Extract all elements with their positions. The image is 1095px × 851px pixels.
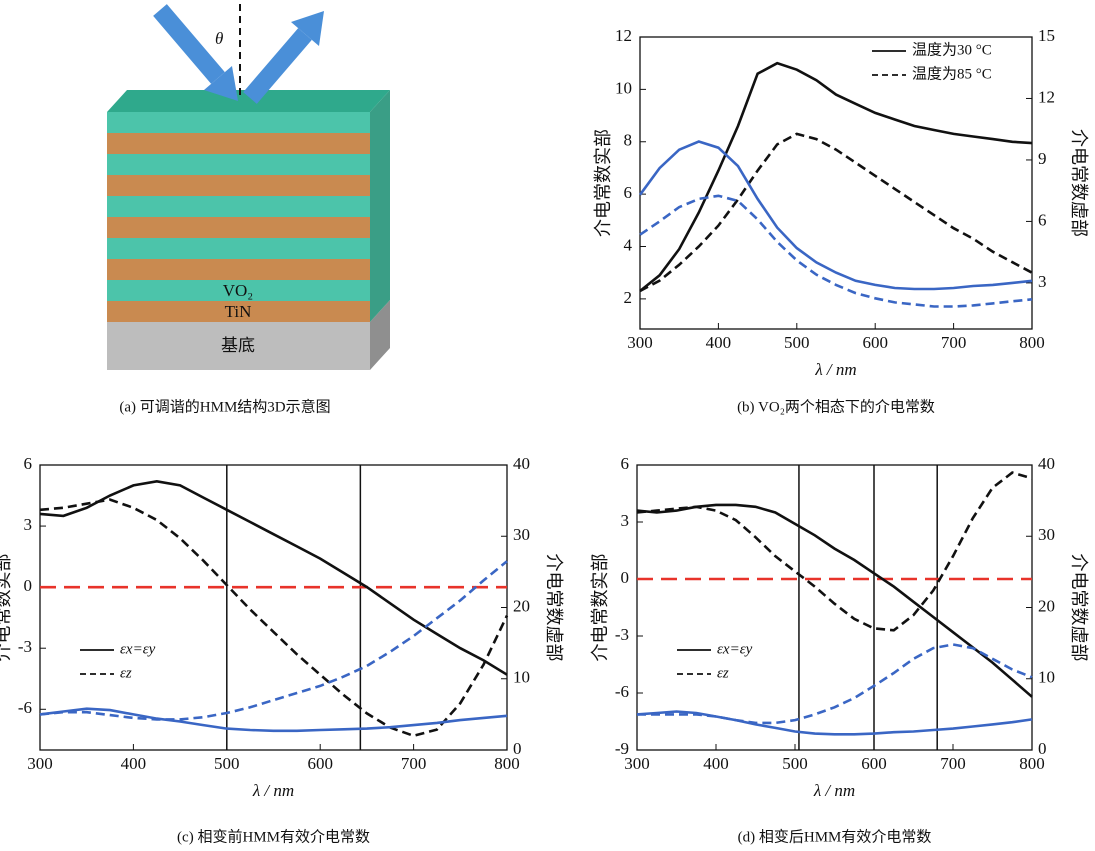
y-axis-title: 介电常数实部 <box>0 554 13 662</box>
y2-tick-label: 40 <box>1038 454 1055 473</box>
x-tick-label: 500 <box>782 754 808 773</box>
layer <box>107 196 370 217</box>
layer <box>107 238 370 259</box>
data-line <box>40 709 507 731</box>
data-line <box>637 505 1032 697</box>
layer <box>107 133 370 154</box>
legend-label: 温度为30 °C <box>912 41 992 58</box>
y-tick-label: 6 <box>624 183 633 202</box>
y2-tick-label: 20 <box>1038 596 1055 615</box>
y2-tick-label: 0 <box>1038 739 1047 758</box>
y2-tick-label: 10 <box>513 668 530 687</box>
x-tick-label: 500 <box>214 754 240 773</box>
legend-label: εz <box>120 665 132 681</box>
x-tick-label: 400 <box>703 754 729 773</box>
x-axis-title: λ / nm <box>813 781 855 800</box>
x-tick-label: 400 <box>706 333 732 352</box>
y2-tick-label: 30 <box>1038 525 1055 544</box>
y-tick-label: 12 <box>615 26 632 45</box>
stack-side <box>370 90 390 322</box>
y-tick-label: 8 <box>624 131 633 150</box>
x-tick-label: 600 <box>861 754 887 773</box>
y-tick-label: 2 <box>624 288 633 307</box>
hmm-diagram: θ VO₂ TiN 基底 (a) 可调谐的HMM结构3D示意图 <box>107 4 390 415</box>
x-axis-title: λ / nm <box>252 781 294 800</box>
y2-tick-label: 10 <box>1038 668 1055 687</box>
y2-axis-title: 介电常数虚部 <box>544 554 564 662</box>
data-line <box>40 561 507 719</box>
data-line <box>637 473 1032 631</box>
y2-tick-label: 0 <box>513 739 522 758</box>
y-tick-label: 0 <box>621 568 630 587</box>
y2-tick-label: 40 <box>513 454 530 473</box>
y-tick-label: -9 <box>615 739 629 758</box>
caption: (b) VO₂两个相态下的介电常数 <box>737 398 935 415</box>
legend-label: εx=εy <box>717 641 753 657</box>
data-line <box>640 63 1032 291</box>
y2-tick-label: 12 <box>1038 87 1055 106</box>
substrate-label: 基底 <box>221 336 255 355</box>
figure: θ VO₂ TiN 基底 (a) 可调谐的HMM结构3D示意图 30040050… <box>0 0 1095 851</box>
reflected-arrow <box>250 34 305 98</box>
theta-label: θ <box>215 29 223 48</box>
layer <box>107 154 370 175</box>
layer <box>107 112 370 133</box>
layer <box>107 175 370 196</box>
y-tick-label: 0 <box>24 576 33 595</box>
x-tick-label: 600 <box>307 754 333 773</box>
y2-tick-label: 15 <box>1038 26 1055 45</box>
data-line <box>637 645 1032 723</box>
x-tick-label: 800 <box>1019 333 1045 352</box>
legend-label: εx=εy <box>120 641 156 657</box>
y2-tick-label: 30 <box>513 525 530 544</box>
y-tick-label: -6 <box>18 698 32 717</box>
y-tick-label: -6 <box>615 682 629 701</box>
x-axis-title: λ / nm <box>814 360 856 379</box>
y2-tick-label: 9 <box>1038 149 1047 168</box>
legend-label: εz <box>717 665 729 681</box>
layer <box>107 217 370 238</box>
x-tick-label: 500 <box>784 333 810 352</box>
y-axis-title: 介电常数实部 <box>590 554 610 662</box>
layer <box>107 259 370 280</box>
caption: (a) 可调谐的HMM结构3D示意图 <box>119 397 330 415</box>
x-tick-label: 700 <box>941 333 967 352</box>
x-tick-label: 400 <box>121 754 147 773</box>
caption: (c) 相变前HMM有效介电常数 <box>177 828 370 845</box>
y-tick-label: -3 <box>18 637 32 656</box>
x-tick-label: 600 <box>862 333 888 352</box>
legend-label: 温度为85 °C <box>912 65 992 82</box>
y-tick-label: 3 <box>24 515 33 534</box>
data-line <box>40 481 507 674</box>
incident-arrow <box>160 10 218 78</box>
y2-axis-title: 介电常数虚部 <box>1069 129 1089 237</box>
y2-tick-label: 3 <box>1038 272 1047 291</box>
caption: (d) 相变后HMM有效介电常数 <box>738 828 932 845</box>
y-tick-label: 6 <box>24 454 33 473</box>
y-tick-label: 10 <box>615 78 632 97</box>
y-axis-title: 介电常数实部 <box>593 129 613 237</box>
y2-tick-label: 20 <box>513 596 530 615</box>
y-tick-label: 3 <box>621 511 630 530</box>
tin-label: TiN <box>225 302 252 321</box>
x-tick-label: 300 <box>627 333 653 352</box>
y2-axis-title: 介电常数虚部 <box>1069 554 1089 662</box>
y-tick-label: 6 <box>621 454 630 473</box>
y2-tick-label: 6 <box>1038 210 1047 229</box>
x-tick-label: 300 <box>27 754 53 773</box>
y-tick-label: -3 <box>615 625 629 644</box>
vo2-label: VO₂ <box>223 281 253 300</box>
x-tick-label: 700 <box>401 754 427 773</box>
x-tick-label: 700 <box>940 754 966 773</box>
plot-frame <box>40 465 507 750</box>
y-tick-label: 4 <box>624 235 633 254</box>
